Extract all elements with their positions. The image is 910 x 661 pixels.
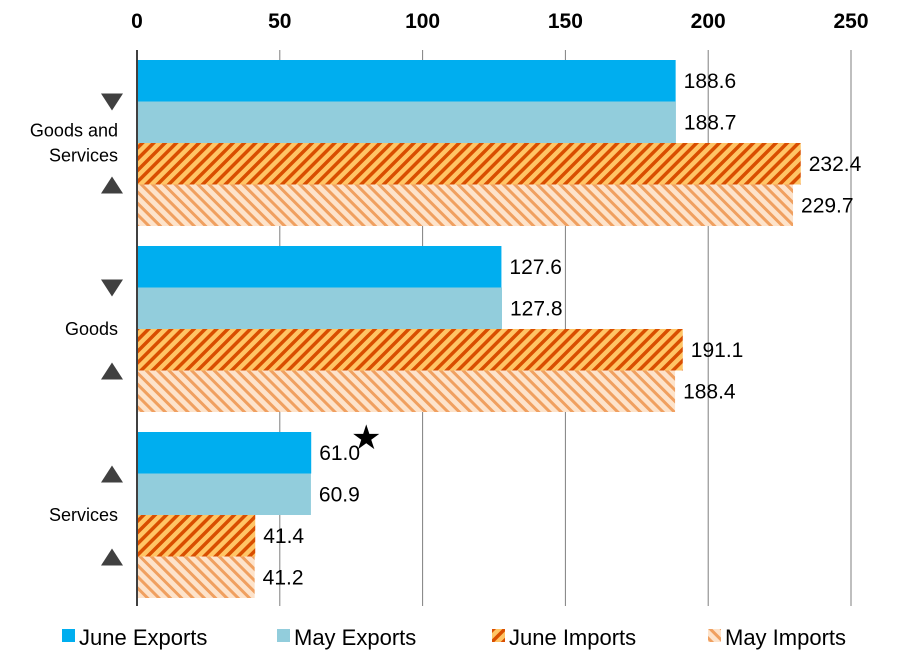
- bar-may-imports: [137, 370, 676, 412]
- data-label: 127.8: [510, 297, 563, 320]
- data-label: 188.6: [684, 70, 737, 93]
- legend-swatch: [492, 629, 505, 642]
- legend-label: June Imports: [509, 625, 636, 650]
- data-label: 61.0: [319, 442, 360, 465]
- data-label: 127.6: [509, 256, 562, 279]
- annotations: ★: [351, 418, 381, 458]
- bar-june-exports: [137, 246, 502, 288]
- bar-may-exports: [137, 473, 311, 515]
- bar-june-exports: [137, 432, 312, 474]
- triangle-down-icon: [101, 93, 123, 111]
- bars: [137, 60, 801, 598]
- category-label: Goods and: [30, 121, 118, 141]
- triangle-down-icon: [101, 279, 123, 297]
- legend-label: May Imports: [725, 625, 846, 650]
- data-label: 41.2: [263, 566, 304, 589]
- legend-swatch: [62, 629, 75, 642]
- legend: June Exports May Exports June Imports May I…: [62, 625, 846, 650]
- data-label: 60.9: [319, 483, 360, 506]
- data-label: 191.1: [691, 339, 744, 362]
- category-label: Goods: [65, 319, 118, 339]
- bar-may-imports: [137, 184, 794, 226]
- triangle-up-icon: [101, 465, 123, 483]
- data-label: 188.7: [684, 111, 737, 134]
- x-tick-label: 100: [405, 10, 440, 33]
- legend-label: May Exports: [294, 625, 416, 650]
- data-label: 229.7: [801, 194, 854, 217]
- legend-swatch: [277, 629, 290, 642]
- change-markers: [101, 93, 123, 566]
- bar-may-imports: [137, 556, 255, 598]
- data-labels: 188.6 188.7 232.4 229.7 127.6 127.8 191.1 188.4…: [263, 70, 862, 590]
- x-tick-label: 150: [548, 10, 583, 33]
- category-labels: Goods and Services Goods Services: [30, 121, 118, 526]
- star-icon: ★: [351, 418, 381, 458]
- bar-june-exports: [137, 60, 676, 102]
- category-label: Services: [49, 505, 118, 525]
- triangle-up-icon: [101, 362, 123, 380]
- x-tick-label: 250: [833, 10, 868, 33]
- bar-may-exports: [137, 101, 676, 143]
- bar-june-imports: [137, 329, 683, 371]
- bar-may-exports: [137, 287, 502, 329]
- x-tick-label: 50: [268, 10, 291, 33]
- bar-june-imports: [137, 143, 801, 185]
- x-tick-label: 0: [131, 10, 143, 33]
- x-tick-label: 200: [691, 10, 726, 33]
- triangle-up-icon: [101, 548, 123, 566]
- data-label: 188.4: [683, 380, 736, 403]
- triangle-up-icon: [101, 176, 123, 194]
- legend-label: June Exports: [79, 625, 207, 650]
- data-label: 232.4: [809, 153, 862, 176]
- legend-swatch: [708, 629, 721, 642]
- data-label: 41.4: [263, 525, 304, 548]
- x-axis-ticks: 0 50 100 150 200 250: [131, 10, 868, 33]
- category-label: Services: [49, 146, 118, 166]
- bar-june-imports: [137, 515, 256, 557]
